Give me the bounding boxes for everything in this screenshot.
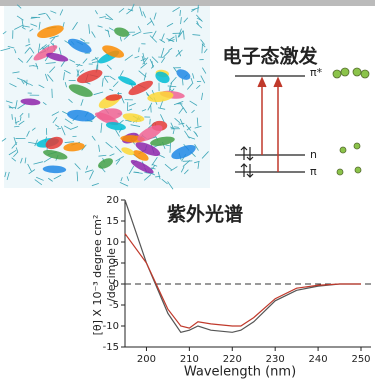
solvent-stroke bbox=[12, 114, 13, 120]
x-tick-label: 240 bbox=[309, 354, 328, 365]
page: {"diagram":{"title":"电子态激发","levels":["π… bbox=[0, 0, 375, 380]
x-tick-label: 250 bbox=[351, 354, 370, 365]
level-label: π* bbox=[310, 66, 323, 79]
chart-title: 紫外光谱 bbox=[167, 203, 243, 226]
y-tick-label: -5 bbox=[109, 300, 119, 311]
y-tick-label: 15 bbox=[106, 216, 119, 227]
orbital-icons bbox=[333, 68, 369, 175]
level-label: π bbox=[310, 165, 317, 178]
energy-diagram bbox=[235, 76, 305, 177]
y-tick-label: -15 bbox=[103, 342, 119, 353]
series-line bbox=[125, 234, 361, 329]
solvent-stroke bbox=[198, 5, 199, 13]
spin-arrows bbox=[241, 164, 253, 177]
solvent-stroke bbox=[174, 127, 179, 128]
figure: 电子态激发 π* n π 紫外光谱 Wavelength (nm) [θ] X … bbox=[0, 0, 375, 380]
x-tick-label: 200 bbox=[137, 354, 156, 365]
spin-arrows bbox=[241, 147, 253, 160]
y-tick-label: 10 bbox=[106, 237, 119, 248]
diagram-title: 电子态激发 bbox=[222, 45, 318, 68]
arrow-head bbox=[274, 78, 282, 87]
y-axis-label: [θ] X 10⁻³ degree cm² bbox=[91, 215, 104, 336]
level-label: n bbox=[310, 148, 317, 161]
arrow-head bbox=[258, 78, 266, 87]
solvent-stroke bbox=[202, 44, 203, 53]
x-tick-label: 230 bbox=[266, 354, 285, 365]
y-axis-label: /decimole bbox=[105, 248, 118, 302]
x-axis-label: Wavelength (nm) bbox=[184, 365, 296, 380]
y-tick-label: 5 bbox=[113, 258, 119, 269]
y-tick-label: -10 bbox=[103, 321, 119, 332]
y-tick-label: 0 bbox=[113, 279, 119, 290]
x-tick-label: 210 bbox=[180, 354, 199, 365]
molecule-render bbox=[0, 4, 210, 189]
x-tick-label: 220 bbox=[223, 354, 242, 365]
y-tick-label: 20 bbox=[106, 195, 119, 206]
top-bar bbox=[0, 0, 375, 6]
